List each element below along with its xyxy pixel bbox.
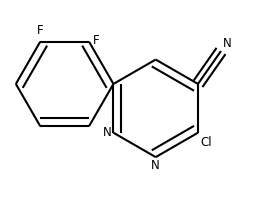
Text: F: F <box>93 34 100 47</box>
Text: N: N <box>223 37 231 50</box>
Text: F: F <box>37 24 44 37</box>
Text: Cl: Cl <box>201 136 212 148</box>
Text: N: N <box>103 126 112 139</box>
Text: N: N <box>151 159 160 171</box>
